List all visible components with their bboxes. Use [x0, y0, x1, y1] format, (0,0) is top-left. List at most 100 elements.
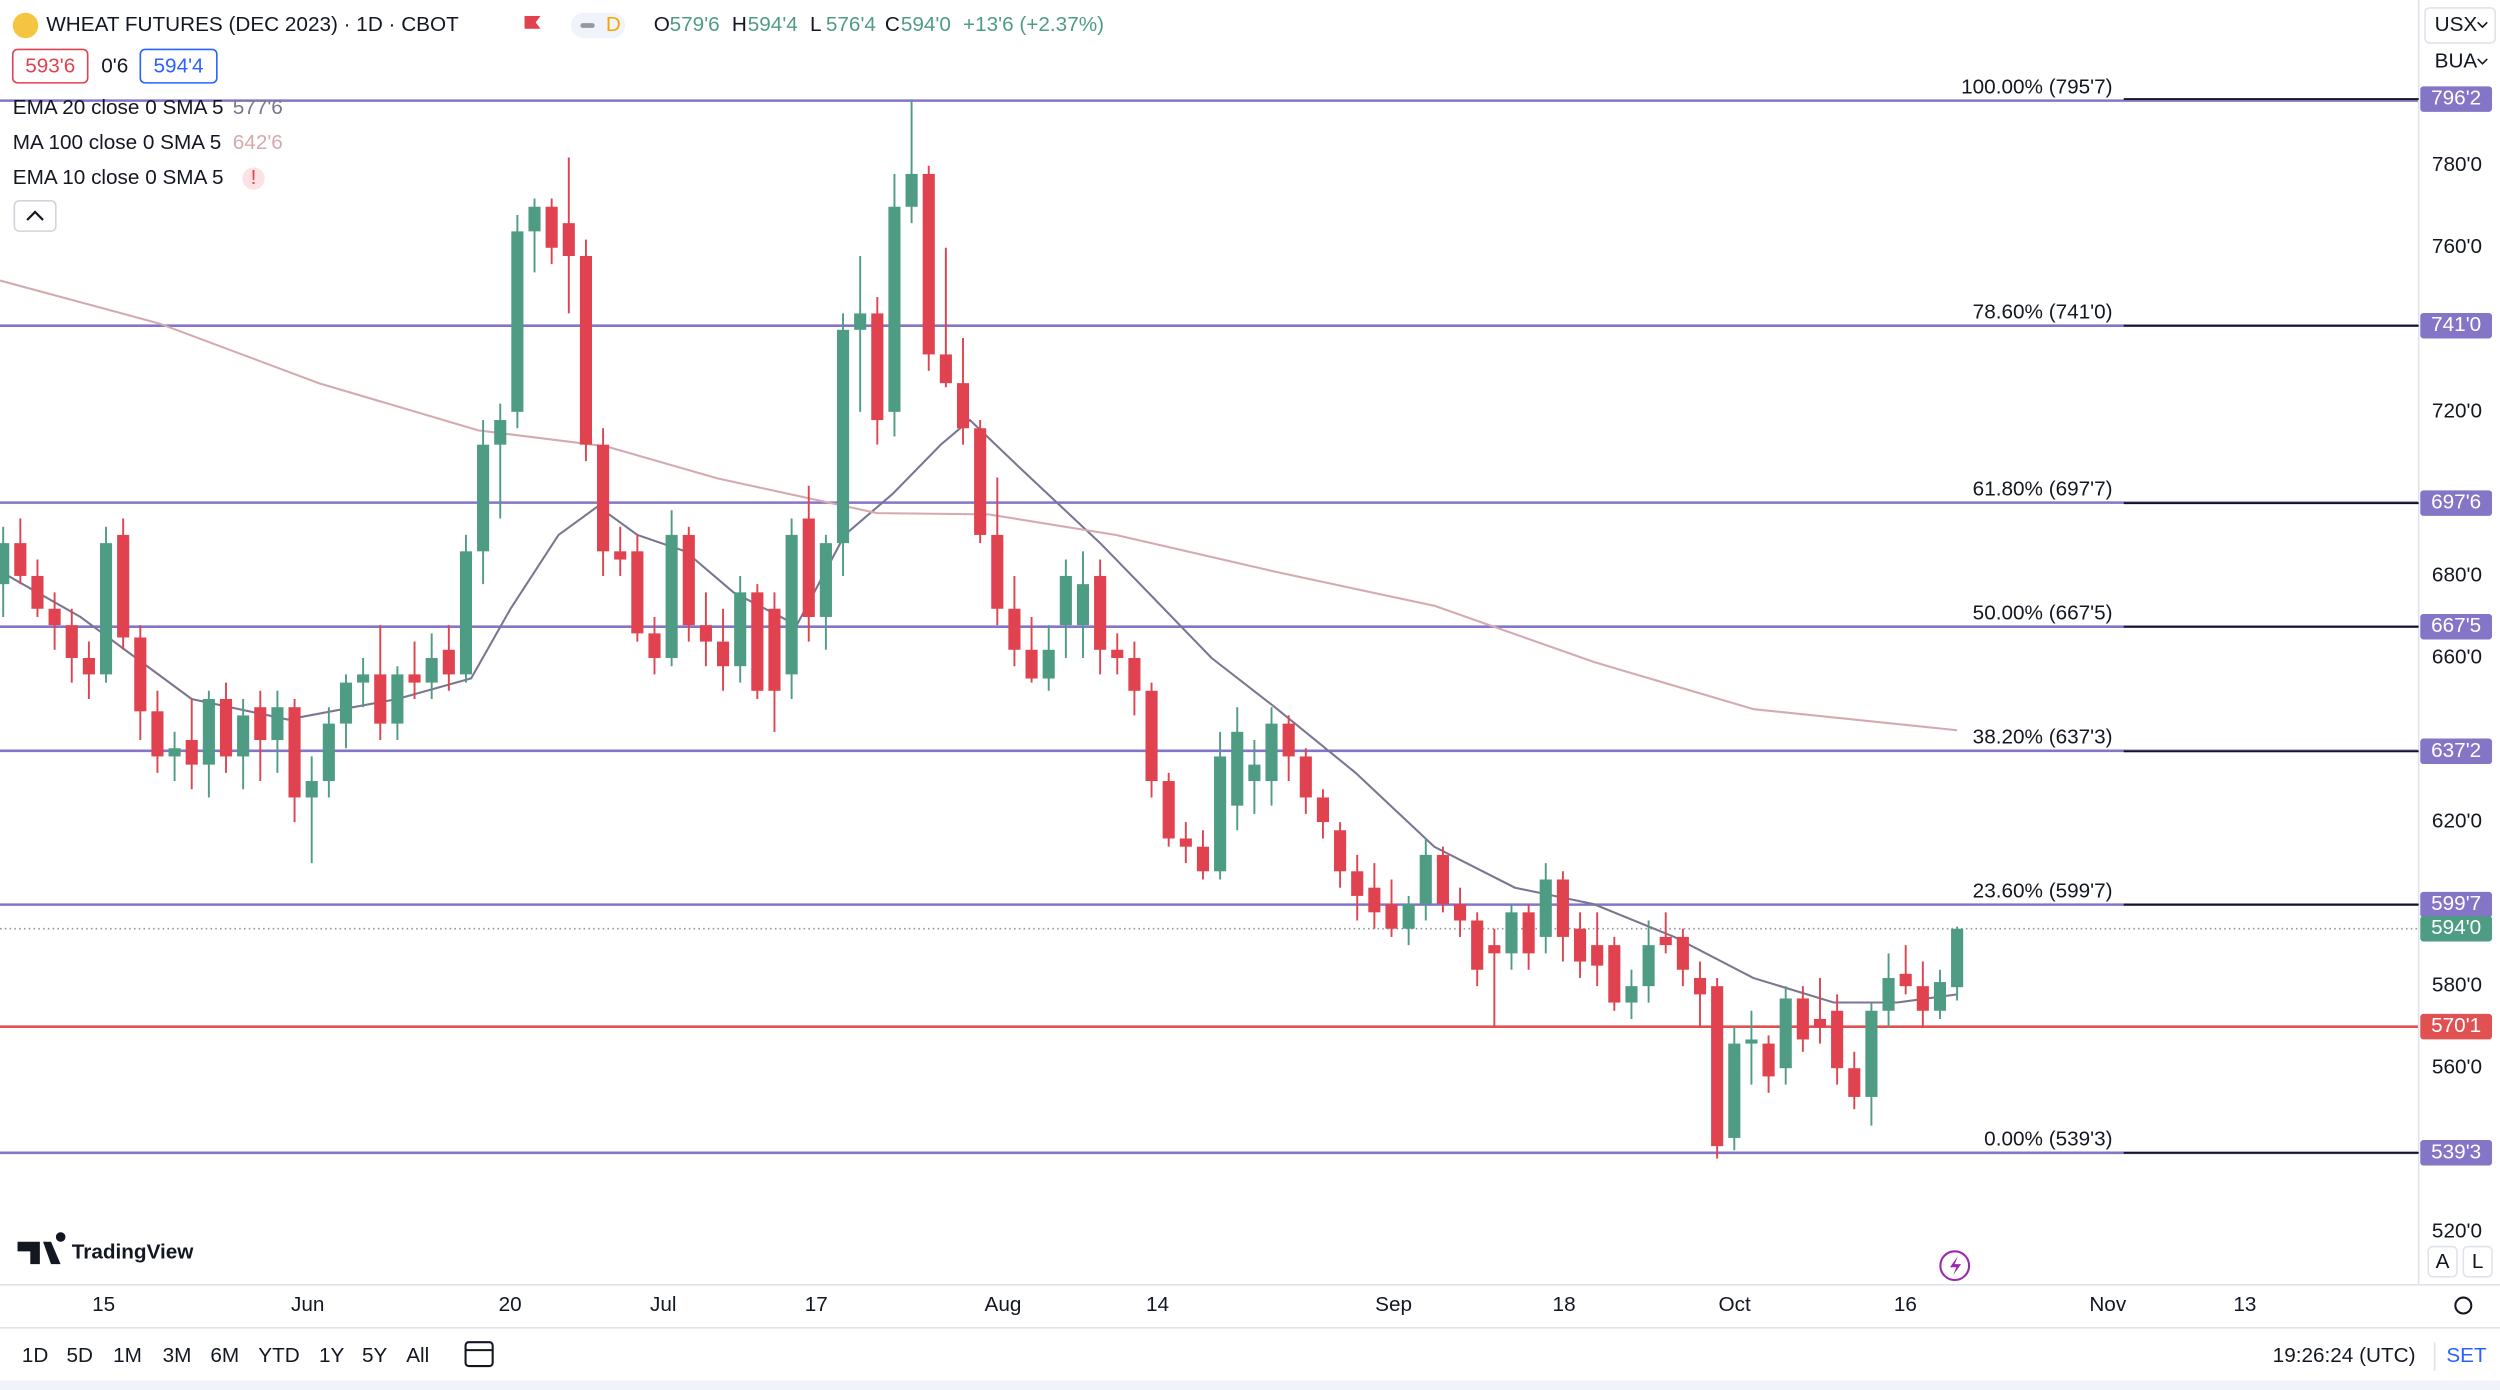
candle-body [1162, 781, 1175, 839]
scale-button-label: L [2472, 1250, 2484, 1273]
candle-body [1111, 649, 1124, 658]
bid: 593'6 [25, 54, 75, 77]
scale-button-label: A [2436, 1250, 2450, 1273]
indicator-value: 577'6 [233, 96, 283, 119]
price-tag-label: 570'1 [2431, 1014, 2481, 1037]
candle-body [819, 543, 832, 617]
candle-body [1505, 912, 1518, 954]
candle-body [1008, 608, 1021, 650]
range-button[interactable]: 1Y [319, 1344, 345, 1367]
candle-body [1916, 986, 1929, 1011]
candle-body [734, 592, 747, 667]
candle-body [305, 781, 318, 798]
candle-body [1145, 690, 1158, 782]
x-tick-label: Oct [1719, 1293, 1751, 1316]
candle-body [202, 699, 215, 765]
candle-body [597, 444, 610, 552]
price-tag [2420, 1140, 2493, 1166]
y-tick-label: 560'0 [2432, 1056, 2482, 1079]
ask-box[interactable] [139, 48, 218, 84]
scale-button[interactable] [2462, 1245, 2493, 1278]
plot: 100.00% (795'7) 78.60% (741'0) 61.80% (697… [0, 75, 2419, 1159]
candle-body [1831, 1010, 1844, 1069]
candle-body [65, 625, 78, 658]
candle-body [699, 625, 712, 642]
settings-icon[interactable] [2454, 1296, 2473, 1315]
candle-body [1676, 936, 1689, 970]
scale-button[interactable] [2427, 1245, 2458, 1278]
flag-icon[interactable] [524, 15, 541, 29]
price-tag [2420, 915, 2493, 942]
candle-body [956, 383, 970, 429]
fib-label: 61.80% (697'7) [1973, 477, 2113, 500]
fib-label: 50.00% (667'5) [1973, 601, 2113, 624]
candle-body [1848, 1068, 1861, 1097]
price-tag-label: 697'6 [2431, 491, 2481, 514]
candle-body [1899, 973, 1912, 987]
indicator-line [0, 279, 1958, 732]
price-tag-label: 637'2 [2431, 739, 2481, 762]
chevron [2477, 58, 2488, 65]
candle-body [768, 608, 781, 691]
price-tag-label: 667'5 [2431, 614, 2481, 637]
currency-menu[interactable] [2424, 7, 2497, 44]
candle-body [1951, 928, 1964, 988]
candle-body [836, 329, 850, 544]
x-tick-label: 18 [1553, 1293, 1576, 1316]
collapse-icon [26, 210, 44, 221]
price-tag-label: 599'7 [2431, 892, 2481, 915]
price-tag [2420, 490, 2493, 516]
candle-body [545, 206, 558, 248]
range-button[interactable]: 3M [163, 1344, 192, 1367]
range-button[interactable]: 1M [113, 1344, 142, 1367]
ohlc-value: 576'4 [826, 13, 876, 36]
range-button[interactable]: 1D [22, 1344, 49, 1367]
price-tag [2420, 312, 2493, 339]
currency: USX [2435, 13, 2478, 36]
bid-box[interactable] [11, 48, 89, 84]
x-tick-label: 15 [92, 1293, 115, 1316]
price-tag-label: 539'3 [2431, 1140, 2481, 1163]
price-tag [2420, 1013, 2493, 1040]
candle-body [871, 313, 884, 421]
x-tick-label: Jun [291, 1293, 324, 1316]
candle-body [1522, 912, 1535, 954]
candle-body [391, 674, 404, 724]
change: +13'6 (+2.37%) [963, 13, 1104, 36]
indicator-name: EMA 20 close 0 SMA 5 [13, 96, 224, 119]
price-tag [2420, 738, 2493, 765]
x-tick-label: 20 [499, 1293, 522, 1316]
x-tick-label: Sep [1375, 1293, 1412, 1316]
x-tick-label: 13 [2233, 1293, 2256, 1316]
candle-body [1539, 879, 1552, 937]
collapse-button[interactable] [13, 200, 57, 232]
badge-pill[interactable] [570, 12, 625, 39]
range-button[interactable]: All [406, 1344, 429, 1367]
candle-body [648, 633, 661, 658]
candle-body [1196, 846, 1210, 872]
candle-body [1488, 945, 1501, 954]
candle-body [528, 206, 541, 232]
clock: 19:26:24 (UTC) [2273, 1344, 2416, 1367]
range-button[interactable]: YTD [258, 1344, 299, 1367]
price-tag-label: 796'2 [2431, 87, 2481, 110]
calendar-icon[interactable] [464, 1341, 494, 1368]
candle-body [1334, 830, 1347, 872]
range-button[interactable]: 6M [210, 1344, 239, 1367]
range-button[interactable]: 5D [66, 1344, 93, 1367]
y-tick-label: 580'0 [2432, 974, 2482, 997]
range-button[interactable]: 5Y [362, 1344, 388, 1367]
settings-link[interactable]: SET [2446, 1344, 2487, 1367]
candle-body [1591, 945, 1604, 966]
candle-body [322, 723, 335, 782]
y-tick-label: 680'0 [2432, 563, 2482, 586]
symbol-title[interactable]: WHEAT FUTURES (DEC 2023) · 1D · CBOT [46, 13, 459, 36]
candle-body [1573, 928, 1587, 962]
indicator-name: MA 100 close 0 SMA 5 [13, 131, 221, 154]
candle-body [922, 173, 935, 355]
unit[interactable]: BUA [2435, 50, 2478, 73]
candle-body [614, 551, 627, 560]
candle-body [1865, 1010, 1878, 1097]
